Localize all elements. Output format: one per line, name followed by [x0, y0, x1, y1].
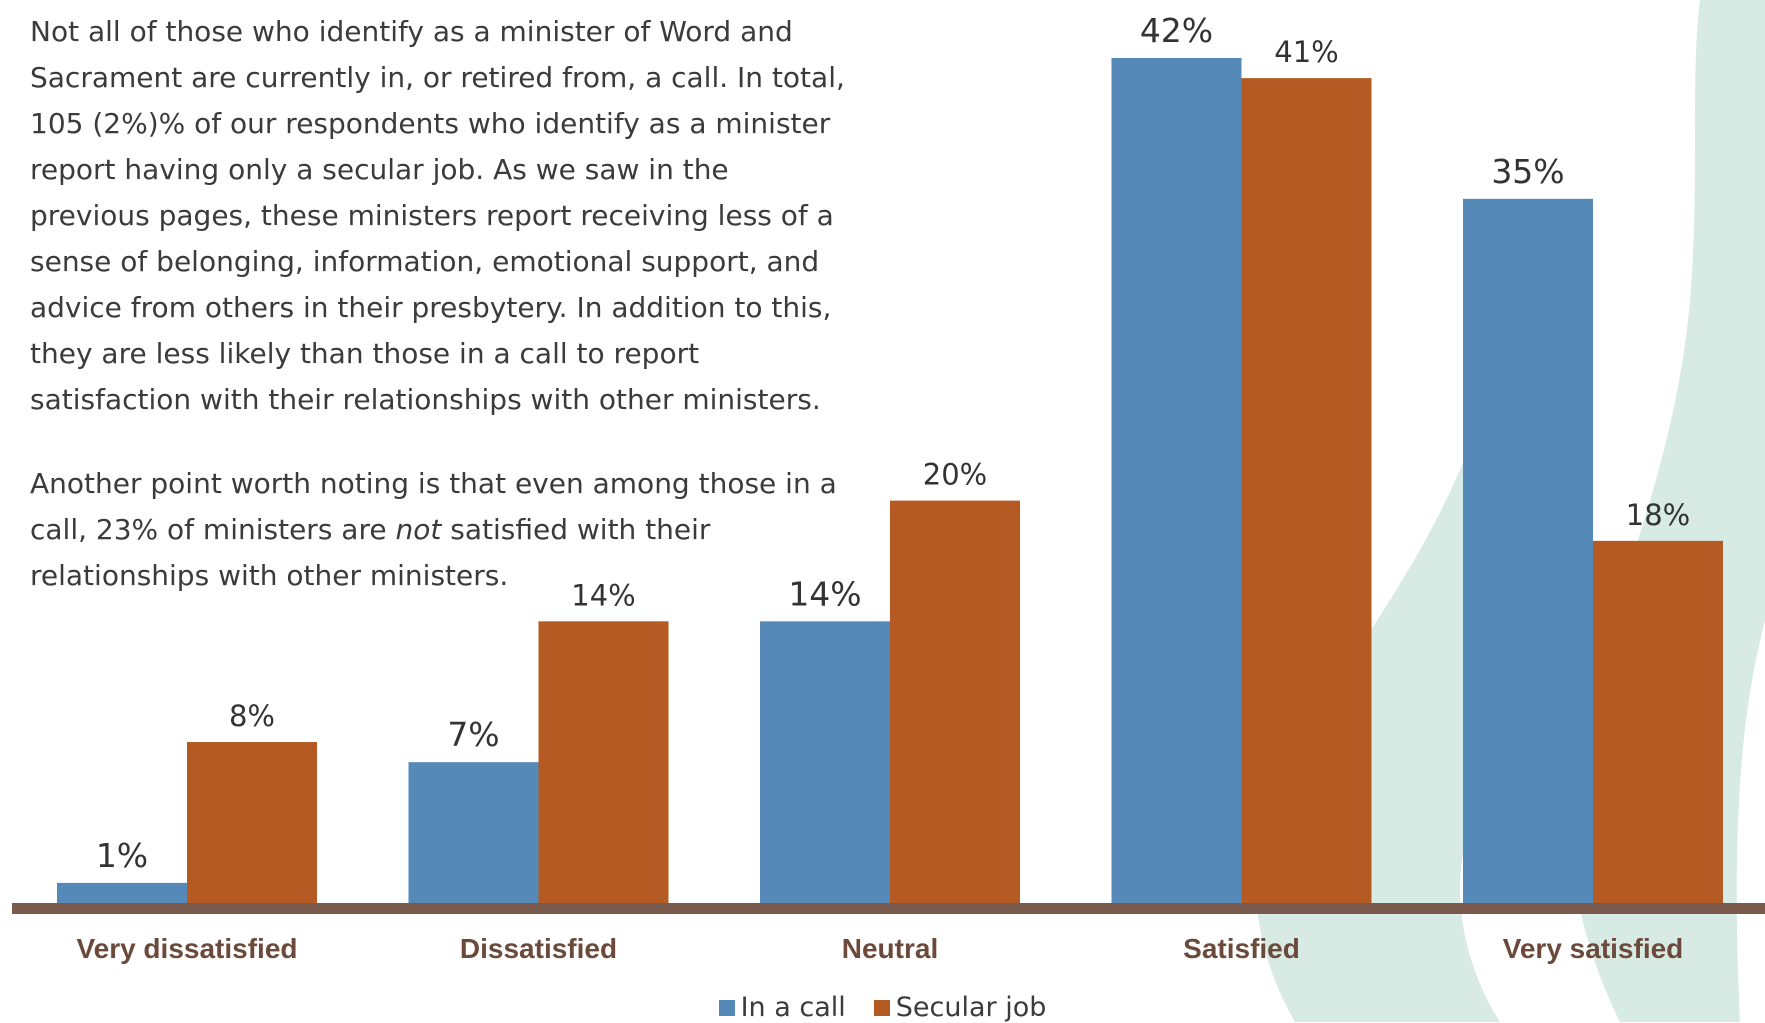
- value-label-in-a-call-satisfied: 42%: [1140, 11, 1213, 50]
- bar-in-a-call-dissatisfied: [408, 762, 539, 903]
- category-label-very-dissatisfied: Very dissatisfied: [76, 933, 297, 964]
- bar-in-a-call-neutral: [760, 621, 890, 903]
- note-text-end: satisfied with their relationships with …: [30, 513, 711, 592]
- category-label-very-satisfied: Very satisfied: [1503, 933, 1684, 964]
- value-label-in-a-call-dissatisfied: 7%: [447, 715, 499, 754]
- bar-secular-job-very-dissatisfied: [187, 742, 317, 903]
- bar-in-a-call-very-dissatisfied: [57, 882, 187, 903]
- bar-secular-job-dissatisfied: [538, 621, 669, 903]
- legend-item-secular-job: Secular job: [873, 992, 1047, 1023]
- bar-secular-job-neutral: [890, 500, 1020, 903]
- legend-label-in-a-call: In a call: [740, 992, 846, 1023]
- value-label-secular-job-satisfied: 41%: [1274, 35, 1338, 69]
- category-label-dissatisfied: Dissatisfied: [460, 933, 617, 964]
- note-paragraph: Another point worth noting is that even …: [30, 461, 850, 599]
- category-label-satisfied: Satisfied: [1183, 933, 1300, 964]
- bar-in-a-call-very-satisfied: [1463, 198, 1593, 904]
- value-label-secular-job-very-dissatisfied: 8%: [229, 699, 275, 733]
- value-label-in-a-call-very-dissatisfied: 1%: [96, 836, 148, 875]
- value-label-in-a-call-very-satisfied: 35%: [1491, 152, 1564, 191]
- note-text-start: Another point worth noting is that even …: [30, 467, 837, 546]
- value-label-in-a-call-neutral: 14%: [788, 574, 861, 613]
- intro-paragraph: Not all of those who identify as a minis…: [30, 15, 845, 416]
- bar-secular-job-satisfied: [1241, 78, 1372, 904]
- value-label-secular-job-very-satisfied: 18%: [1626, 498, 1690, 532]
- legend-label-secular-job: Secular job: [895, 992, 1047, 1023]
- legend-swatch-secular-job: [873, 1000, 890, 1016]
- bar-in-a-call-satisfied: [1111, 58, 1242, 903]
- value-label-secular-job-dissatisfied: 14%: [571, 578, 635, 612]
- note-emphasis: not: [395, 513, 442, 546]
- legend-swatch-in-a-call: [718, 1000, 735, 1016]
- legend: In a call Secular job: [0, 993, 1765, 1023]
- legend-item-in-a-call: In a call: [718, 992, 846, 1023]
- value-label-secular-job-neutral: 20%: [923, 458, 987, 492]
- x-axis-line: [12, 903, 1765, 914]
- bar-secular-job-very-satisfied: [1593, 540, 1723, 903]
- category-label-neutral: Neutral: [842, 933, 938, 964]
